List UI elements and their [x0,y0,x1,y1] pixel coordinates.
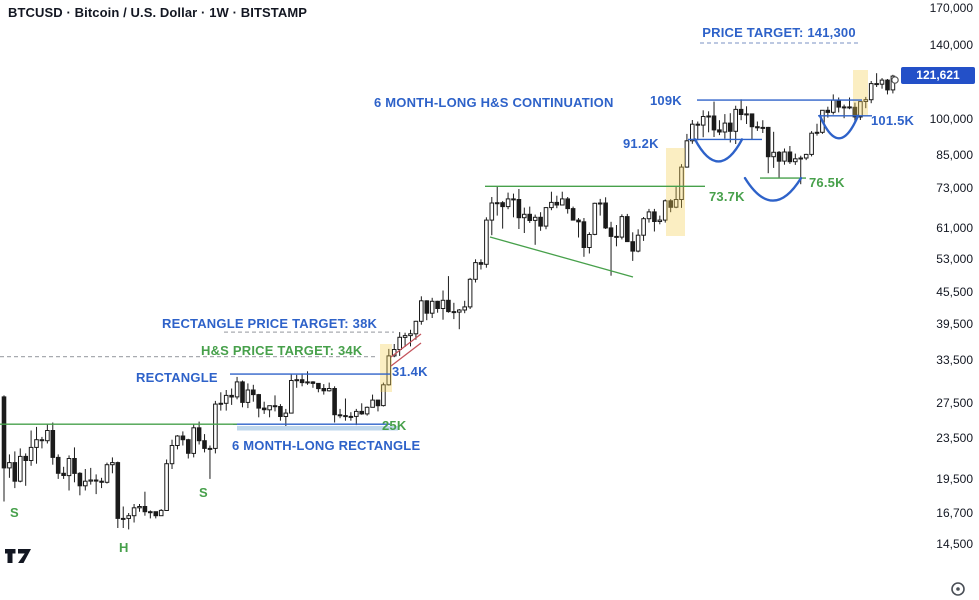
annotation-head: H [119,540,129,555]
price-tick: 14,500 [936,537,973,551]
annotation-level-91-2k: 91.2K [623,136,659,151]
candles-layer [1,73,896,530]
annotation-rectangle-target-38k: RECTANGLE PRICE TARGET: 38K [162,316,378,331]
annotation-level-109k: 109K [650,93,682,108]
annotation-hns-target-34k: H&S PRICE TARGET: 34K [201,343,363,358]
annotation-rectangle: RECTANGLE [136,370,218,385]
price-tick: 27,500 [936,396,973,410]
highlight-layer [380,70,868,392]
price-tick: 100,000 [929,112,973,126]
annotation-rectangle-6mo: 6 MONTH-LONG RECTANGLE [232,438,421,453]
annotation-level-101-5k: 101.5K [871,113,915,128]
current-price-badge: 121,621 [901,67,975,84]
annotation-shoulder-right: S [199,485,208,500]
price-tick: 23,500 [936,431,973,445]
annotation-level-31-4k: 31.4K [392,364,428,379]
price-tick: 73,000 [936,181,973,195]
price-tick: 39,500 [936,317,973,331]
price-tick: 53,000 [936,252,973,266]
settings-icon[interactable] [948,579,968,599]
drawings-layer [0,42,899,431]
price-tick: 45,500 [936,285,973,299]
price-tick: 33,500 [936,353,973,367]
annotation-shoulder-left: S [10,505,19,520]
tradingview-logo[interactable] [4,548,34,565]
price-tick: 61,000 [936,221,973,235]
price-tick: 85,000 [936,148,973,162]
annotation-level-25k: 25K [382,418,407,433]
price-tick: 140,000 [929,38,973,52]
price-tick: 170,000 [929,1,973,15]
price-tick: 19,500 [936,472,973,486]
annotation-hns-continuation: 6 MONTH-LONG H&S CONTINUATION [374,95,614,110]
time-axis[interactable]: Jul2023Jul2024Jul2025Jul [0,575,979,600]
annotation-price-target-141300: PRICE TARGET: 141,300 [702,25,856,40]
symbol-title[interactable]: BTCUSD · Bitcoin / U.S. Dollar · 1W · BI… [8,5,308,20]
price-tick: 16,700 [936,506,973,520]
annotation-level-76-5k: 76.5K [809,175,845,190]
annotation-level-73-7k: 73.7K [709,189,745,204]
price-axis[interactable]: 170,000 140,000 100,000 85,000 73,000 61,000 5… [900,0,979,575]
